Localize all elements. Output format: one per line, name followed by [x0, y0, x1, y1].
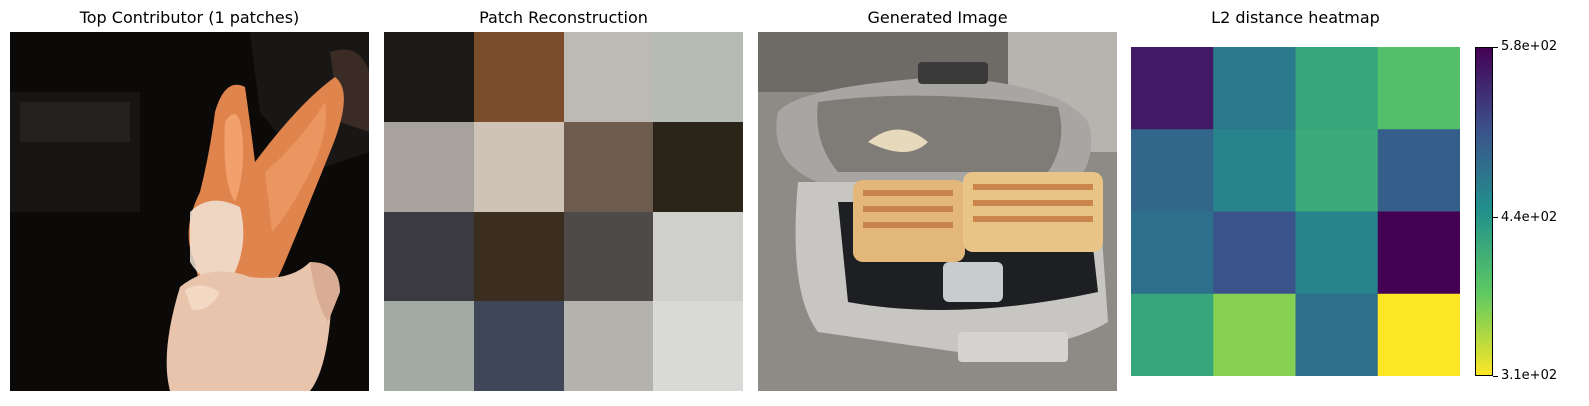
patch-13 — [473, 301, 564, 391]
patch-14 — [563, 301, 654, 391]
heatmap-cell-r2-c2 — [1295, 211, 1379, 295]
patch-8 — [384, 211, 474, 302]
heatmap-cell-r0-c3 — [1377, 47, 1460, 130]
colorbar-tick — [1493, 375, 1498, 377]
heatmap-cell-r2-c3 — [1377, 211, 1460, 295]
patch-reconstruction-title: Patch Reconstruction — [479, 8, 648, 27]
patch-10 — [563, 211, 654, 302]
top-contributor-image — [10, 32, 369, 391]
heatmap-cell-r1-c2 — [1295, 129, 1379, 212]
heatmap-cell-r0-c1 — [1213, 47, 1296, 130]
heatmap-cell-r0-c0 — [1131, 47, 1214, 130]
heatmap-cell-r1-c1 — [1213, 129, 1296, 212]
heatmap-cell-r3-c3 — [1377, 293, 1460, 376]
patch-6 — [563, 121, 654, 212]
colorbar-tick — [1493, 46, 1498, 48]
patch-reconstruction-grid — [384, 32, 743, 391]
patch-15 — [653, 301, 743, 391]
patch-12 — [384, 301, 474, 391]
colorbar-tick — [1493, 217, 1498, 219]
waffle-maker-photo — [758, 32, 1117, 391]
heatmap-title: L2 distance heatmap — [1211, 8, 1380, 27]
patch-4 — [384, 121, 474, 212]
patch-9 — [473, 211, 564, 302]
patch-1 — [473, 32, 564, 122]
patch-0 — [384, 32, 474, 122]
l2-distance-heatmap — [1131, 47, 1460, 376]
claw-photo — [10, 32, 369, 391]
colorbar — [1475, 47, 1493, 376]
generated-image-title: Generated Image — [867, 8, 1008, 27]
heatmap-cell-r1-c3 — [1377, 129, 1460, 212]
patch-7 — [653, 121, 743, 212]
patch-3 — [653, 32, 743, 122]
heatmap-cell-r0-c2 — [1295, 47, 1379, 130]
patch-2 — [563, 32, 654, 122]
heatmap-cell-r2-c0 — [1131, 211, 1214, 295]
heatmap-cell-r2-c1 — [1213, 211, 1296, 295]
colorbar-tick-label: 3.1e+02 — [1501, 368, 1558, 383]
heatmap-cell-r3-c1 — [1213, 293, 1296, 376]
heatmap-cell-r3-c2 — [1295, 293, 1379, 376]
colorbar-tick-label: 4.4e+02 — [1501, 209, 1558, 225]
generated-image — [758, 32, 1117, 391]
patch-5 — [473, 121, 564, 212]
top-contributor-title: Top Contributor (1 patches) — [79, 8, 300, 27]
heatmap-cell-r1-c0 — [1131, 129, 1214, 212]
patch-11 — [653, 211, 743, 302]
heatmap-cell-r3-c0 — [1131, 293, 1214, 376]
colorbar-tick-label: 5.8e+02 — [1501, 39, 1558, 54]
